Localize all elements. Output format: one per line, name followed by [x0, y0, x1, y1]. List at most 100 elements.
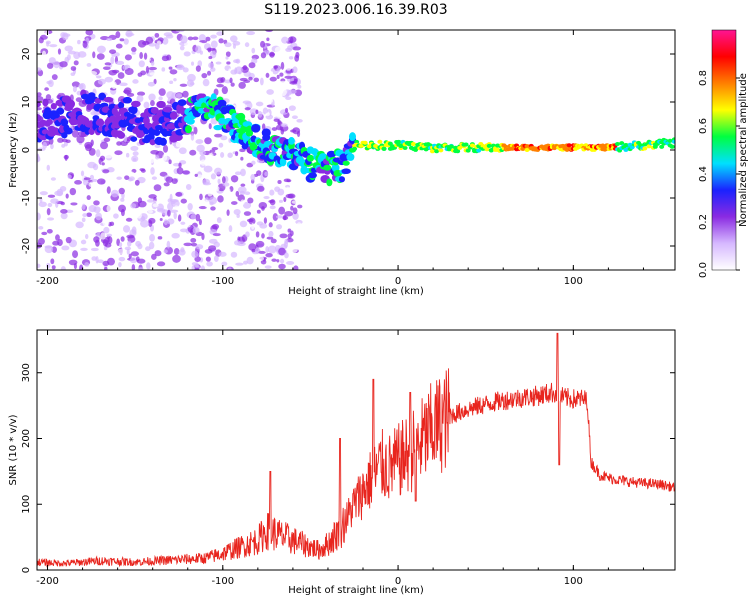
- spectrogram-cell: [169, 193, 173, 202]
- spectrogram-cell: [90, 110, 100, 116]
- spectrogram-cell: [196, 144, 205, 153]
- spectrogram-cell: [47, 202, 53, 208]
- spectrogram-cell: [501, 158, 507, 163]
- spectrogram-cell: [145, 36, 154, 45]
- spectrogram-cell: [409, 134, 419, 138]
- spectrogram-cell: [235, 262, 244, 266]
- spectrogram-cell: [179, 45, 185, 51]
- spectrogram-cell: [73, 60, 79, 66]
- spectrogram-cell: [64, 127, 73, 135]
- spectrogram-cell: [46, 62, 54, 69]
- spectrogram-cell: [246, 218, 254, 223]
- spectrogram-cell: [195, 262, 199, 269]
- spectrogram-cell: [103, 154, 113, 159]
- spectrogram-cell: [65, 139, 71, 144]
- spectrogram-cell: [44, 57, 51, 63]
- spectrogram-cell: [139, 52, 144, 59]
- spectrogram-cell: [60, 167, 67, 172]
- spectrogram-cell: [74, 180, 82, 185]
- spectrogram-cell: [160, 47, 164, 52]
- spectrogram-cell: [257, 256, 264, 262]
- spectrogram-cell: [199, 150, 206, 156]
- spectrogram-cell: [266, 184, 274, 190]
- snr-y-tick-label: 100: [21, 495, 32, 514]
- spectrogram-cell: [287, 228, 292, 233]
- spectrogram-cell: [86, 63, 92, 67]
- spectrogram-cell: [227, 152, 233, 158]
- spectrogram-cell: [377, 139, 383, 144]
- spectrogram-cell: [95, 75, 102, 79]
- spectrogram-cell: [84, 262, 90, 267]
- spectrogram-cell: [354, 139, 360, 144]
- spectrogram-cell: [195, 65, 201, 72]
- spectrogram-cell: [220, 152, 225, 158]
- spectrogram-cell: [288, 133, 295, 138]
- spectrogram-cell: [173, 263, 180, 270]
- spectrogram-cell: [476, 148, 482, 153]
- spectrogram-cell: [566, 132, 577, 137]
- spectrogram-cell: [200, 265, 206, 270]
- spectrogram-cell: [101, 162, 105, 166]
- spectrogram-cell: [338, 176, 345, 183]
- spectrogram-cell: [226, 209, 230, 216]
- spectrogram-cell: [242, 100, 252, 105]
- spectrogram-cell: [348, 132, 356, 142]
- spectrogram-cell: [50, 177, 57, 181]
- spectrogram-cell: [118, 256, 126, 262]
- spectrogram-cell: [166, 240, 171, 249]
- spectrogram-cell: [225, 56, 229, 60]
- spectrogram-cell: [130, 100, 141, 108]
- spectrogram-cell: [129, 257, 138, 264]
- snr-x-tick-label: 100: [564, 576, 583, 587]
- spectrogram-cell: [118, 262, 122, 268]
- spectrogram-cell: [589, 159, 599, 162]
- spectrogram-cell: [566, 136, 572, 142]
- spectrogram-cell: [195, 139, 204, 145]
- spectrogram-cell: [65, 221, 71, 228]
- spectrogram-cell: [258, 250, 266, 254]
- spectrogram-cell: [381, 146, 387, 151]
- spectrogram-cell: [667, 138, 673, 143]
- spectrogram-y-tick-label: 20: [21, 48, 32, 61]
- spectrogram-cell: [104, 242, 112, 248]
- spectrogram-cell: [127, 240, 132, 247]
- spectrogram-cell: [269, 189, 275, 196]
- spectrogram-cell: [172, 141, 177, 147]
- spectrogram-cell: [208, 55, 213, 60]
- spectrogram-cell: [95, 212, 102, 221]
- spectrogram-cell: [256, 90, 261, 96]
- spectrogram-cell: [70, 66, 77, 71]
- spectrogram-cell: [183, 51, 191, 57]
- spectrogram-cell: [102, 66, 111, 70]
- spectrogram-cell: [671, 139, 675, 144]
- spectrogram-cell: [527, 159, 537, 165]
- spectrogram-cell: [117, 165, 125, 172]
- spectrogram-cell: [472, 139, 478, 143]
- spectrogram-cell: [251, 47, 256, 54]
- spectrogram-cell: [277, 180, 282, 184]
- spectrogram-cell: [88, 181, 98, 188]
- spectrogram-cell: [97, 259, 104, 264]
- spectrogram-cell: [115, 31, 121, 39]
- spectrogram-cell: [184, 125, 192, 134]
- spectrogram-frame: [36, 29, 676, 271]
- spectrogram-cell: [342, 160, 350, 166]
- spectrogram-cell: [115, 230, 125, 235]
- spectrogram-cell: [190, 133, 195, 141]
- spectrogram-cell: [270, 67, 275, 72]
- spectrogram-cell: [161, 67, 166, 72]
- spectrogram-cell: [41, 50, 47, 57]
- spectrogram-cell: [92, 115, 100, 121]
- spectrogram-cell: [244, 107, 251, 111]
- spectrogram-cell: [268, 222, 273, 228]
- spectrogram-cell: [169, 209, 179, 213]
- spectrogram-cell: [637, 151, 643, 156]
- spectrogram-cell: [269, 51, 275, 58]
- spectrogram-cell: [438, 148, 444, 153]
- spectrogram-cell: [137, 40, 147, 48]
- spectrogram-cell: [279, 233, 288, 239]
- spectrogram-cell: [486, 143, 492, 148]
- spectrogram-cell: [538, 149, 545, 155]
- spectrogram-cell: [218, 38, 224, 44]
- spectrogram-cell: [71, 81, 80, 88]
